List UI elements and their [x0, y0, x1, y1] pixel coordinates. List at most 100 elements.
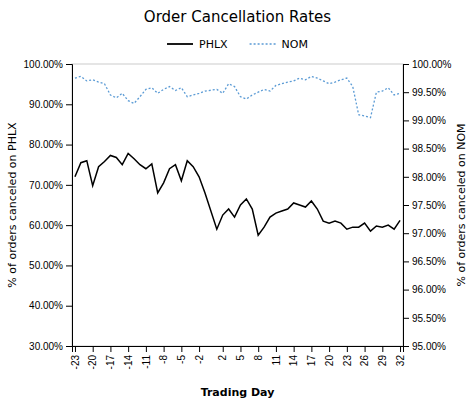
- y-axis: 30.00% 40.00% 50.00% 60.00% 70.00% 80.00% 90.0…: [24, 59, 73, 352]
- tick-label: 40.00%: [29, 300, 63, 311]
- axis-line: [73, 347, 404, 353]
- tick-label: 95.50%: [412, 313, 446, 324]
- tick: 99.50%: [403, 87, 446, 98]
- tick-label: 8: [253, 355, 264, 361]
- tick-label: -23: [70, 355, 81, 370]
- tick: 96.50%: [403, 256, 446, 267]
- tick-mark: [66, 64, 72, 65]
- tick-label: 60.00%: [29, 220, 63, 231]
- tick-mark: [223, 346, 224, 352]
- tick: 97.00%: [403, 228, 446, 239]
- legend-item: PHLX: [167, 38, 228, 51]
- tick-mark: [75, 346, 76, 352]
- tick-label: 99.50%: [412, 87, 446, 98]
- axis-line: [66, 65, 73, 347]
- tick-label: 23: [342, 355, 353, 367]
- tick-label: 97.00%: [412, 228, 446, 239]
- tick-mark: [66, 145, 72, 146]
- tick-mark: [258, 346, 259, 352]
- tick: 100.00%: [24, 59, 72, 70]
- tick-label: 20: [324, 355, 335, 367]
- tick: -14: [123, 346, 134, 369]
- tick: -11: [141, 346, 152, 369]
- tick: 11: [271, 346, 282, 365]
- tick: 14: [288, 346, 299, 366]
- tick: -23: [70, 346, 81, 369]
- tick-label: 99.00%: [412, 115, 446, 126]
- tick: -5: [176, 346, 187, 364]
- tick: 98.50%: [403, 143, 446, 154]
- tick: 98.00%: [403, 172, 446, 183]
- y-axis-title: % of orders canceled on PHLX: [6, 122, 19, 288]
- legend-label: PHLX: [199, 38, 228, 51]
- tick-label: -11: [141, 355, 152, 369]
- tick: 40.00%: [29, 300, 72, 311]
- tick-mark: [347, 346, 348, 352]
- tick-label: -5: [176, 355, 187, 364]
- tick-mark: [146, 346, 147, 352]
- tick-mark: [400, 346, 401, 352]
- tick-mark: [110, 346, 111, 352]
- tick-label: 70.00%: [29, 180, 63, 191]
- tick-label: 96.50%: [412, 256, 446, 267]
- tick-mark: [181, 346, 182, 352]
- tick: 8: [253, 346, 264, 361]
- tick-label: 30.00%: [29, 341, 63, 352]
- tick-mark: [403, 92, 409, 93]
- axis-line: [404, 65, 410, 347]
- tick-mark: [66, 265, 72, 266]
- tick: 70.00%: [29, 180, 72, 191]
- y2-axis: 95.00%95.50%96.00%96.50%97.00%97.50%98.0…: [403, 59, 452, 352]
- y2-axis-title: % of orders canceled on NOM: [455, 123, 468, 286]
- tick-mark: [276, 346, 277, 352]
- tick-mark: [403, 290, 409, 291]
- tick-mark: [403, 120, 409, 121]
- tick-label: 90.00%: [29, 99, 63, 110]
- tick: 29: [377, 346, 388, 366]
- tick-label: -20: [87, 355, 98, 370]
- tick-mark: [365, 346, 366, 352]
- tick-label: 17: [306, 355, 317, 367]
- tick: 60.00%: [29, 220, 72, 231]
- tick-mark: [66, 225, 72, 226]
- tick-label: 98.00%: [412, 172, 446, 183]
- line: [75, 76, 400, 117]
- tick-mark: [403, 205, 409, 206]
- legend-item: NOM: [250, 38, 308, 51]
- tick-mark: [311, 346, 312, 352]
- tick-label: 26: [359, 355, 370, 367]
- plot-area: [75, 76, 400, 235]
- tick-label: -14: [123, 355, 134, 370]
- tick: 26: [359, 346, 370, 366]
- tick: 32: [395, 346, 406, 366]
- tick-label: 29: [377, 355, 388, 367]
- tick: 50.00%: [29, 260, 72, 271]
- tick-label: -8: [158, 355, 169, 364]
- tick: 90.00%: [29, 99, 72, 110]
- tick-label: 98.50%: [412, 143, 446, 154]
- tick-label: 80.00%: [29, 139, 63, 150]
- tick: 80.00%: [29, 139, 72, 150]
- tick-mark: [403, 261, 409, 262]
- legend-swatch: [250, 43, 276, 45]
- x-axis-title: Trading Day: [201, 386, 275, 399]
- tick: -8: [158, 346, 169, 364]
- legend: PHLX NOM: [167, 38, 308, 51]
- tick-label: 50.00%: [29, 260, 63, 271]
- tick-label: 32: [395, 355, 406, 367]
- tick-mark: [403, 149, 409, 150]
- tick: -2: [194, 346, 205, 364]
- legend-label: NOM: [282, 38, 308, 51]
- tick-label: 11: [271, 355, 282, 366]
- tick-label: 100.00%: [24, 59, 64, 70]
- tick-mark: [329, 346, 330, 352]
- tick-mark: [240, 346, 241, 352]
- tick: 100.00%: [403, 59, 452, 70]
- tick-mark: [403, 233, 409, 234]
- tick-mark: [128, 346, 129, 352]
- x-axis: -23-20-17-14-11-8-5-22581114172023262932: [70, 346, 406, 369]
- plot-frame: [72, 64, 403, 346]
- tick-mark: [403, 346, 409, 347]
- tick: 95.50%: [403, 313, 446, 324]
- tick: 17: [306, 346, 317, 366]
